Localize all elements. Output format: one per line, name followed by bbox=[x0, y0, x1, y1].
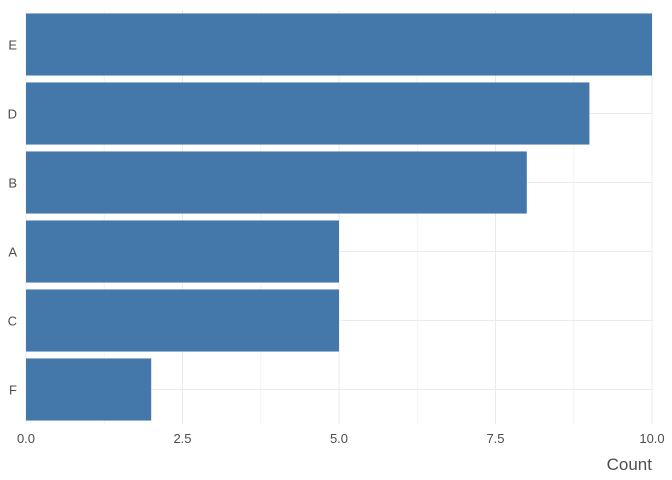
y-axis-ticks: E D B A C F bbox=[8, 38, 18, 398]
bar-C bbox=[26, 289, 339, 352]
y-tick-label: B bbox=[8, 176, 17, 191]
y-tick-label: D bbox=[8, 107, 17, 122]
x-tick-label: 7.5 bbox=[486, 431, 504, 446]
bar-E bbox=[26, 13, 652, 76]
y-tick-label: C bbox=[8, 314, 17, 329]
bar-D bbox=[26, 82, 590, 145]
x-tick-label: 0.0 bbox=[17, 431, 35, 446]
y-tick-label: A bbox=[8, 245, 17, 260]
y-tick-label: F bbox=[9, 383, 17, 398]
bar-B bbox=[26, 151, 527, 214]
x-axis-ticks: 0.0 2.5 5.0 7.5 10.0 bbox=[17, 431, 665, 446]
bar-F bbox=[26, 358, 152, 421]
y-tick-label: E bbox=[8, 38, 17, 53]
x-tick-label: 2.5 bbox=[173, 431, 191, 446]
bar-A bbox=[26, 220, 339, 283]
x-tick-label: 5.0 bbox=[330, 431, 348, 446]
bars-layer bbox=[26, 13, 652, 421]
x-axis-title: Count bbox=[607, 455, 653, 474]
x-tick-label: 10.0 bbox=[639, 431, 664, 446]
